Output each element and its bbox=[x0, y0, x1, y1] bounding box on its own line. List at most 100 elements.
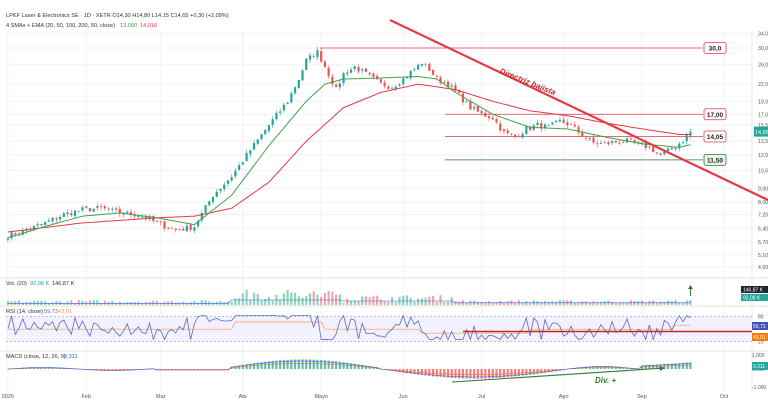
volume-pane bbox=[6, 285, 693, 305]
candle-body bbox=[659, 153, 662, 155]
macd-histogram-bar bbox=[484, 369, 487, 379]
volume-bar bbox=[88, 300, 92, 305]
volume-bar bbox=[573, 302, 576, 305]
macd-histogram-bar bbox=[458, 369, 461, 379]
volume-bar bbox=[55, 300, 58, 305]
candle-body bbox=[592, 137, 595, 143]
macd-histogram-bar bbox=[279, 360, 282, 369]
macd-histogram-bar bbox=[465, 369, 468, 379]
volume-bar bbox=[234, 298, 237, 305]
volume-bar bbox=[480, 301, 483, 305]
volume-bar bbox=[152, 300, 155, 305]
macd-histogram-bar bbox=[417, 369, 420, 375]
candle-body bbox=[353, 66, 356, 70]
y-tick-label: 26,0 bbox=[758, 63, 768, 69]
volume-bar bbox=[40, 300, 43, 305]
candle-body bbox=[174, 228, 177, 231]
x-tick-label: Jul bbox=[478, 394, 485, 400]
candle-body bbox=[47, 220, 50, 222]
candle-body bbox=[573, 124, 576, 127]
y-tick-label: 8,00 bbox=[758, 200, 768, 206]
candle-body bbox=[159, 221, 162, 223]
candle-body bbox=[428, 63, 431, 71]
volume-bar bbox=[420, 298, 423, 305]
candle-body bbox=[219, 188, 222, 191]
macd-histogram-bar bbox=[473, 369, 476, 379]
candle-body bbox=[689, 131, 692, 136]
candle-body bbox=[424, 63, 427, 65]
macd-histogram-bar bbox=[301, 359, 304, 369]
macd-histogram-bar bbox=[674, 363, 677, 369]
volume-bar bbox=[70, 300, 73, 305]
volume-bar bbox=[308, 293, 312, 305]
candle-body bbox=[256, 139, 259, 144]
volume-bar bbox=[290, 292, 293, 305]
candle-body bbox=[144, 216, 147, 220]
volume-bar bbox=[431, 296, 435, 305]
volume-bar bbox=[644, 302, 647, 305]
candle-body bbox=[275, 113, 278, 120]
volume-bar bbox=[230, 302, 233, 305]
candle-body bbox=[196, 221, 200, 227]
y-tick-label: 15,50 bbox=[758, 123, 768, 129]
y-tick-label: 12,00 bbox=[758, 153, 768, 159]
candle-body bbox=[342, 73, 345, 84]
candle-body bbox=[379, 79, 382, 83]
volume-bar bbox=[178, 302, 181, 305]
candle-body bbox=[506, 130, 509, 134]
candle-body bbox=[44, 221, 47, 226]
candle-body bbox=[517, 136, 520, 138]
rsi-value-2: 43,01 bbox=[58, 309, 72, 315]
candle-body bbox=[137, 215, 140, 217]
volume-bar bbox=[663, 301, 666, 305]
volume-bar bbox=[353, 300, 356, 305]
rsi-ma-line bbox=[7, 321, 691, 334]
macd-histogram-bar bbox=[267, 361, 271, 369]
volume-bar bbox=[200, 300, 203, 305]
macd-histogram-bar bbox=[525, 369, 528, 376]
volume-bar bbox=[267, 297, 271, 305]
candle-body bbox=[249, 150, 252, 155]
candle-body bbox=[528, 126, 532, 130]
macd-histogram-bar bbox=[666, 363, 670, 369]
candle-body bbox=[200, 212, 203, 221]
divergence-line bbox=[451, 367, 666, 383]
volume-bar bbox=[625, 302, 629, 305]
macd-line bbox=[7, 360, 691, 378]
indicator-legend: 4 SMAs + EMA (20, 50, 100, 200, 50, clos… bbox=[6, 23, 115, 29]
volume-bar bbox=[387, 301, 390, 305]
volume-bar bbox=[435, 301, 438, 305]
candle-body bbox=[648, 146, 651, 148]
volume-bar bbox=[103, 300, 106, 305]
candle-body bbox=[558, 119, 562, 122]
candle-body bbox=[77, 210, 80, 212]
volume-bar bbox=[174, 302, 177, 305]
macd-histogram-bar bbox=[517, 369, 520, 377]
volume-bar bbox=[394, 301, 397, 305]
candle-body bbox=[670, 147, 673, 150]
volume-bar bbox=[547, 301, 550, 305]
chart-title: LPKF Laser & Electronics SE · 1D · XETR … bbox=[6, 13, 229, 19]
candle-body bbox=[40, 224, 43, 226]
candle-body bbox=[499, 123, 502, 131]
y-tick-label: 9,00 bbox=[758, 186, 768, 192]
candle-body bbox=[320, 51, 323, 62]
price-level-label: 17,00 bbox=[707, 112, 724, 119]
volume-legend: Vol. (20) bbox=[6, 281, 27, 287]
macd-histogram-bar bbox=[499, 369, 502, 378]
candle-body bbox=[107, 208, 110, 210]
macd-histogram-bar bbox=[480, 369, 483, 379]
volume-bar bbox=[36, 300, 39, 305]
candle-body bbox=[674, 148, 677, 150]
candle-body bbox=[335, 84, 338, 87]
volume-axis-label: 92,08 K bbox=[743, 296, 761, 302]
x-tick-label: Feb bbox=[81, 394, 90, 400]
volume-ma-line bbox=[7, 299, 691, 304]
candle-body bbox=[122, 213, 125, 215]
candle-body bbox=[88, 208, 92, 212]
rsi-line bbox=[7, 314, 691, 341]
volume-bar bbox=[681, 302, 685, 305]
macd-histogram-bar bbox=[476, 369, 479, 379]
volume-bar bbox=[297, 296, 300, 305]
